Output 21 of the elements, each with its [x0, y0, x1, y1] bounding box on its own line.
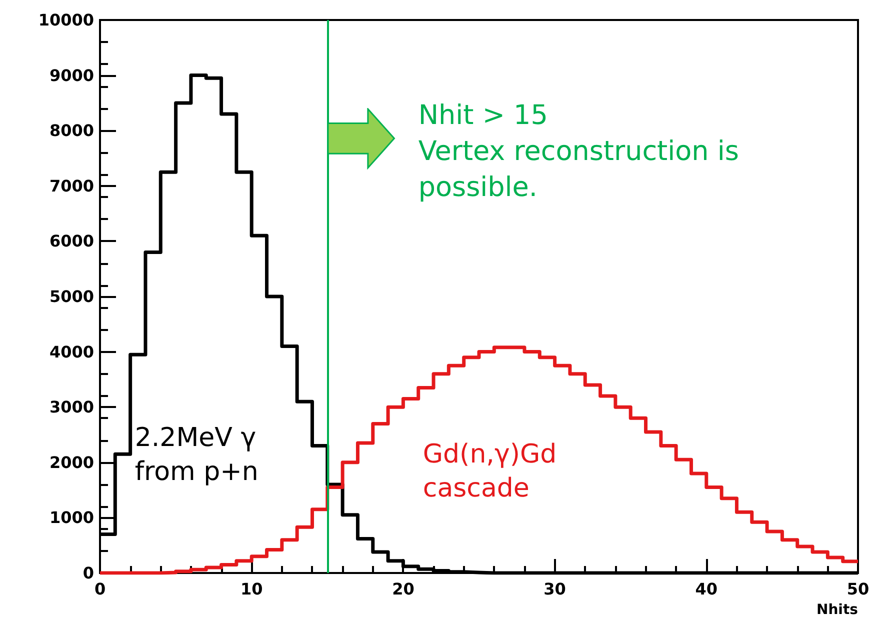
- y-tick-label: 3000: [49, 398, 94, 417]
- y-tick-label: 10000: [38, 10, 94, 30]
- y-tick-label: 8000: [49, 121, 94, 140]
- ref-line-label: Nhit > 15 Vertex reconstruction is possible.: [418, 100, 739, 203]
- y-tick-label: 0: [82, 564, 94, 582]
- x-tick-label: 40: [695, 580, 718, 598]
- x-tick-label: 30: [544, 580, 566, 598]
- y-tick-label: 2000: [49, 452, 94, 472]
- x-tick-label: 10: [240, 580, 263, 598]
- x-tick-label: 0: [94, 580, 106, 598]
- legend-label: 2.2MeV γ from p+n: [134, 422, 258, 487]
- y-tick-label: 4000: [49, 342, 94, 362]
- y-tick-label: 5000: [49, 287, 94, 306]
- x-axis-title: Nhits: [816, 602, 858, 618]
- x-tick-label: 50: [846, 580, 870, 598]
- y-tick-label: 7000: [49, 176, 94, 196]
- y-tick-label: 6000: [49, 232, 94, 251]
- y-tick-label: 1000: [49, 508, 94, 528]
- series-label: Gd(n,γ)Gd cascade: [422, 440, 557, 504]
- y-tick-label: 9000: [49, 66, 94, 85]
- x-tick-label: 20: [392, 580, 414, 598]
